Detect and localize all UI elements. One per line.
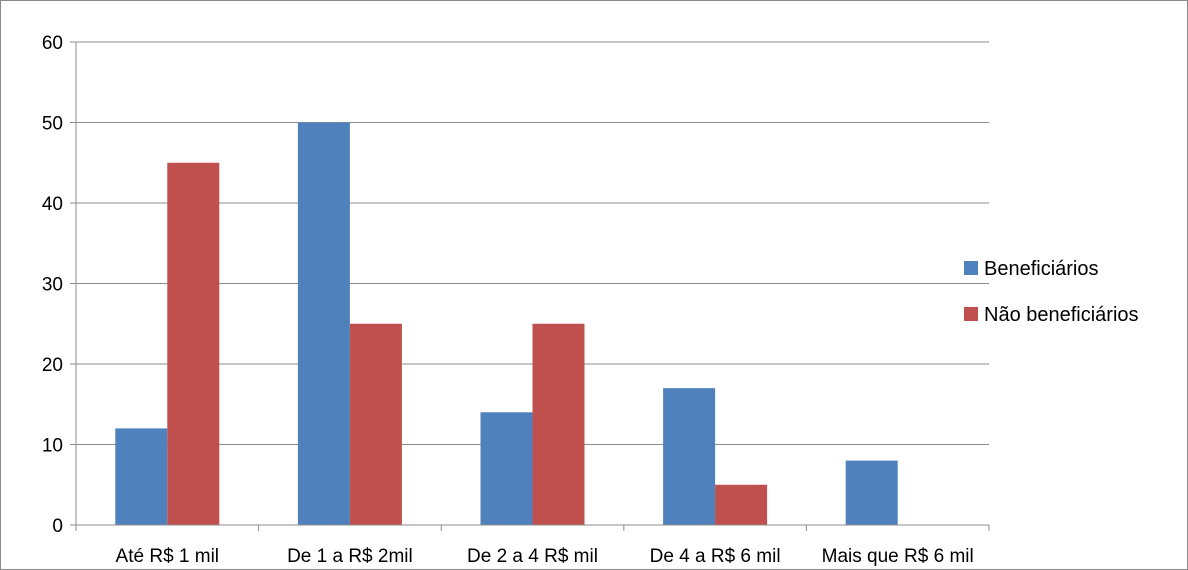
y-tick-labels: 0 10 20 30 40 50 60 [42, 33, 63, 537]
bar-beneficiarios [115, 428, 168, 525]
bar-nao-beneficiarios [532, 323, 585, 525]
bar-beneficiarios [480, 412, 533, 525]
axes [70, 41, 990, 531]
y-tick-label: 40 [42, 194, 63, 215]
bar-beneficiarios [297, 122, 350, 525]
gridlines [76, 41, 989, 445]
legend-swatch [964, 261, 978, 275]
x-tick-label: De 4 a R$ 6 mil [650, 546, 781, 567]
x-tick-label: De 2 a 4 R$ mil [467, 546, 598, 567]
bar-nao-beneficiarios [715, 484, 768, 525]
y-tick-label: 10 [42, 436, 63, 457]
y-tick-label: 20 [42, 355, 63, 376]
legend-label: Não beneficiários [984, 304, 1139, 326]
y-tick-label: 0 [52, 516, 63, 537]
legend-label: Beneficiários [984, 258, 1099, 280]
y-tick-label: 30 [42, 275, 63, 296]
y-tick-label: 60 [42, 33, 63, 54]
bars [115, 122, 898, 525]
bar-nao-beneficiarios [349, 323, 402, 525]
x-tick-labels: Até R$ 1 mil De 1 a R$ 2mil De 2 a 4 R$ mi… [116, 546, 974, 567]
legend-swatch [964, 307, 978, 321]
bar-nao-beneficiarios [167, 162, 220, 525]
bar-beneficiarios [663, 388, 716, 525]
x-tick-label: Até R$ 1 mil [116, 546, 219, 567]
legend: Beneficiários Não beneficiários [964, 258, 1139, 326]
y-tick-label: 50 [42, 114, 63, 135]
x-tick-label: Mais que R$ 6 mil [822, 546, 974, 567]
x-tick-label: De 1 a R$ 2mil [287, 546, 413, 567]
bar-beneficiarios [845, 460, 898, 525]
